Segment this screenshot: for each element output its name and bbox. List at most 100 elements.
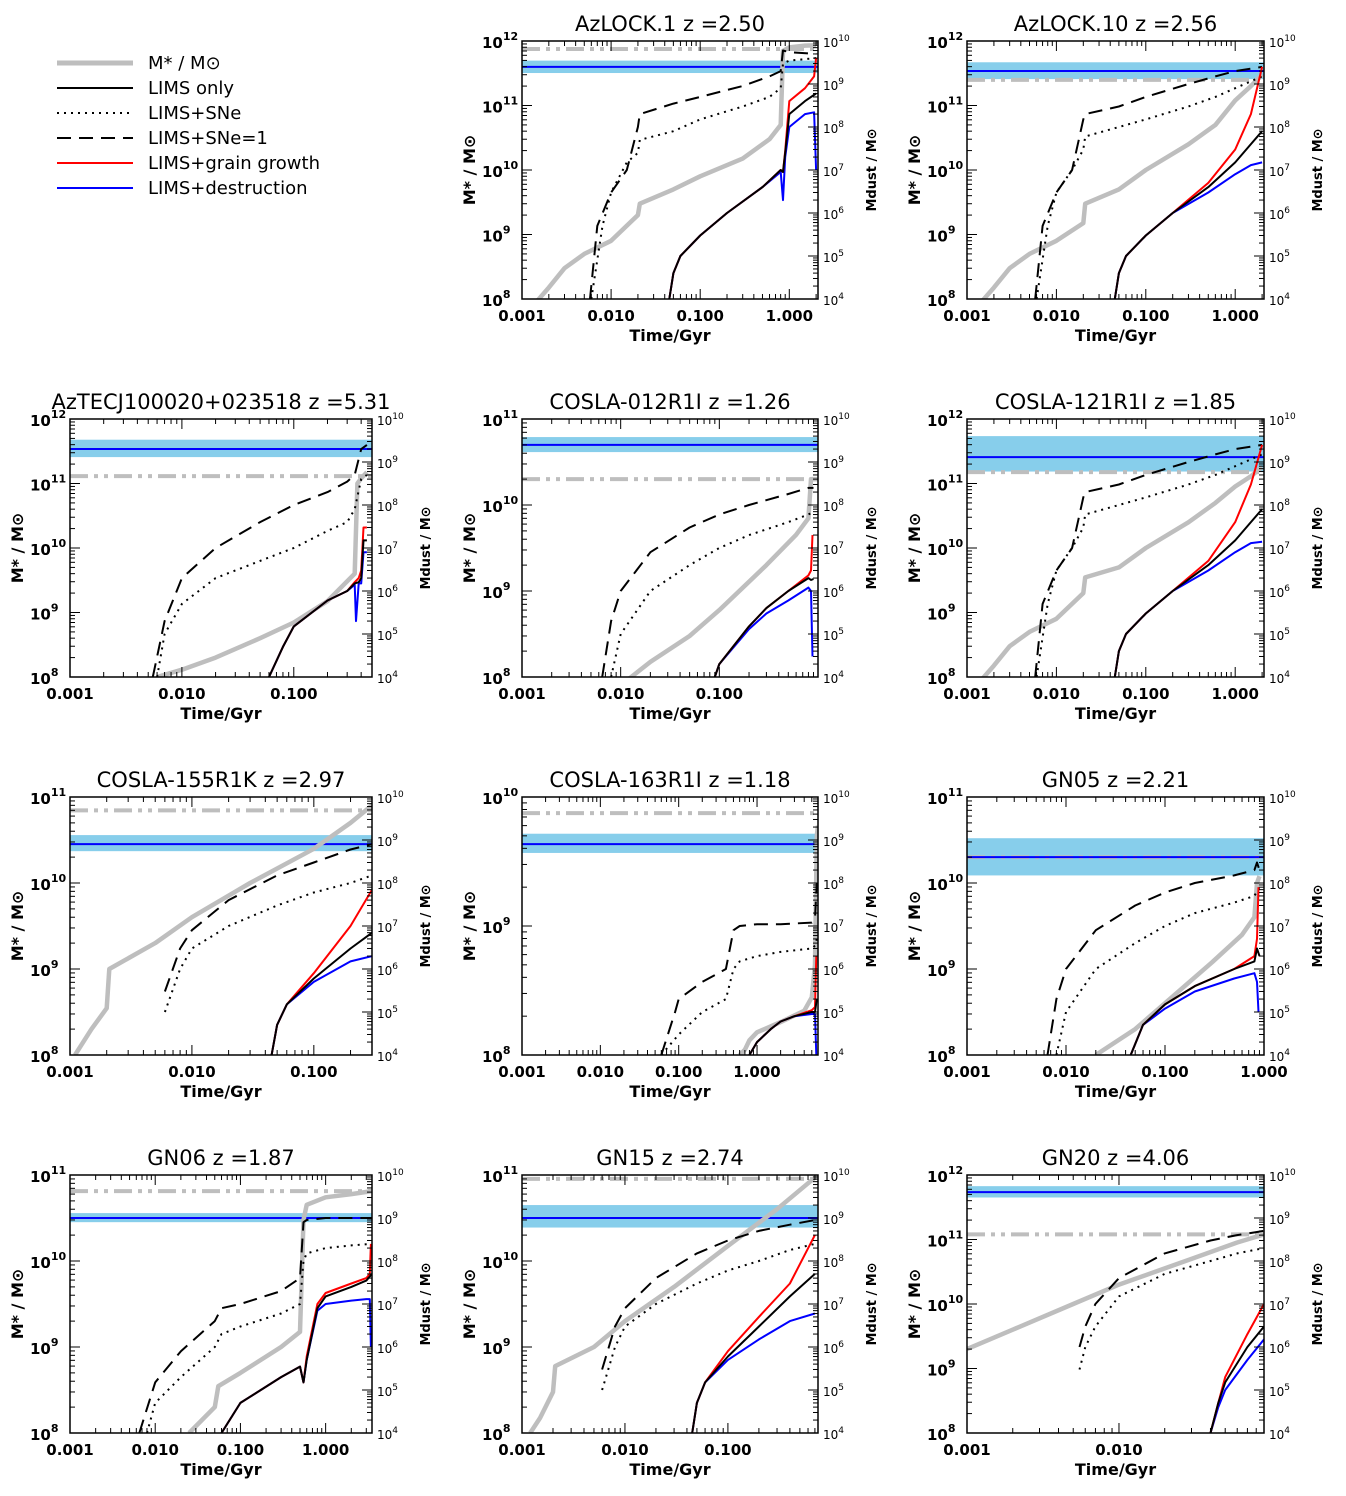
y-right-tick-exponent: 8 bbox=[392, 876, 398, 886]
y-left-tick-exponent: 10 bbox=[503, 1250, 519, 1263]
x-axis-label: Time/Gyr bbox=[1075, 1460, 1156, 1479]
series-grain bbox=[1113, 66, 1264, 299]
y-right-tick-exponent: 6 bbox=[1284, 206, 1290, 216]
x-tick-label: 0.001 bbox=[46, 1063, 93, 1081]
y-left-tick-exponent: 8 bbox=[948, 1422, 956, 1435]
y-right-tick-label: 105 bbox=[823, 249, 844, 265]
y-left-tick-exponent: 12 bbox=[503, 30, 518, 43]
legend: M* / M⊙ LIMS only LIMS+SNe LIMS+SNe=1 LIMS+g… bbox=[57, 53, 320, 199]
y-right-tick-exponent: 7 bbox=[838, 919, 844, 929]
y-right-tick-exponent: 9 bbox=[1284, 455, 1290, 465]
y-left-tick-exponent: 8 bbox=[948, 1044, 956, 1057]
series-sne bbox=[1035, 453, 1263, 677]
x-tick-label: 1.000 bbox=[733, 1063, 780, 1081]
y-right-tick-exponent: 4 bbox=[392, 1048, 398, 1058]
y-left-tick-label: 1011 bbox=[30, 1164, 66, 1186]
y-right-tick-label: 104 bbox=[1269, 1426, 1290, 1442]
x-tick-label: 0.100 bbox=[696, 685, 743, 703]
y-right-tick-label: 108 bbox=[377, 876, 398, 892]
y-right-tick-exponent: 10 bbox=[392, 1168, 404, 1178]
y-right-tick-exponent: 5 bbox=[1284, 1383, 1290, 1393]
y-right-tick-label: 109 bbox=[1269, 1211, 1290, 1227]
y-right-tick-label: 108 bbox=[823, 498, 844, 514]
y-right-tick-label: 104 bbox=[823, 1048, 844, 1064]
plot-area bbox=[967, 1186, 1264, 1433]
y-right-tick-label: 108 bbox=[1269, 1254, 1290, 1270]
y-right-axis-label: Mdust / M⊙ bbox=[865, 506, 880, 589]
y-left-tick-exponent: 11 bbox=[51, 1164, 66, 1177]
x-tick-label: 0.010 bbox=[1042, 1063, 1089, 1081]
y-right-tick-label: 105 bbox=[1269, 1383, 1290, 1399]
x-axis-label: Time/Gyr bbox=[180, 1460, 261, 1479]
observed-dust-band bbox=[967, 436, 1264, 472]
y-left-tick-exponent: 8 bbox=[51, 1422, 59, 1435]
y-right-tick-exponent: 7 bbox=[392, 541, 398, 551]
y-left-tick-exponent: 8 bbox=[503, 288, 511, 301]
y-right-tick-exponent: 8 bbox=[1284, 120, 1290, 130]
series-grain bbox=[220, 1243, 372, 1433]
series-sne1 bbox=[138, 1217, 372, 1433]
y-left-tick-label: 1010 bbox=[927, 537, 964, 559]
x-tick-label: 0.010 bbox=[577, 1063, 624, 1081]
y-right-tick-exponent: 10 bbox=[1284, 412, 1296, 422]
plot-area bbox=[70, 439, 372, 677]
plot-area bbox=[967, 62, 1264, 299]
y-left-tick-label: 1011 bbox=[927, 1229, 963, 1251]
y-left-tick-exponent: 8 bbox=[503, 1422, 511, 1435]
y-right-tick-label: 104 bbox=[1269, 670, 1290, 686]
y-right-tick-label: 107 bbox=[377, 541, 398, 557]
y-left-tick-label: 109 bbox=[30, 1336, 59, 1358]
y-left-tick-label: 109 bbox=[927, 1358, 956, 1380]
y-right-tick-exponent: 6 bbox=[1284, 584, 1290, 594]
x-axis-label: Time/Gyr bbox=[629, 704, 710, 723]
series-stellar bbox=[980, 73, 1264, 299]
y-right-tick-label: 108 bbox=[377, 1254, 398, 1270]
panel-title: GN05 z =2.21 bbox=[1042, 768, 1189, 792]
x-tick-label: 1.000 bbox=[1211, 307, 1258, 325]
y-right-tick-exponent: 10 bbox=[1284, 34, 1296, 44]
x-axis-label: Time/Gyr bbox=[629, 326, 710, 345]
panel-title: GN15 z =2.74 bbox=[596, 1146, 743, 1170]
y-right-tick-exponent: 6 bbox=[392, 584, 398, 594]
x-tick-label: 1.000 bbox=[1240, 1063, 1287, 1081]
panel-title: AzLOCK.1 z =2.50 bbox=[575, 12, 765, 36]
y-left-tick-label: 109 bbox=[482, 224, 511, 246]
y-right-tick-label: 105 bbox=[823, 627, 844, 643]
legend-label-sne1: LIMS+SNe=1 bbox=[148, 128, 268, 149]
series-destr bbox=[1113, 540, 1263, 677]
y-left-tick-exponent: 8 bbox=[51, 666, 59, 679]
y-right-tick-exponent: 8 bbox=[392, 498, 398, 508]
y-right-tick-label: 104 bbox=[823, 670, 844, 686]
y-left-tick-exponent: 11 bbox=[948, 95, 963, 108]
y-left-tick-label: 1011 bbox=[30, 786, 66, 808]
y-right-tick-exponent: 10 bbox=[1284, 1168, 1296, 1178]
y-left-tick-label: 1011 bbox=[482, 408, 518, 430]
y-right-tick-label: 1010 bbox=[1269, 1168, 1296, 1184]
y-right-axis-label: Mdust / M⊙ bbox=[1311, 1262, 1326, 1345]
y-left-tick-exponent: 9 bbox=[503, 1336, 511, 1349]
series-sne bbox=[601, 1242, 816, 1391]
y-left-tick-label: 1010 bbox=[30, 1250, 67, 1272]
y-right-tick-label: 108 bbox=[1269, 498, 1290, 514]
panel: 0.001 0.010 0.1001081091010101110410510610… bbox=[460, 1146, 880, 1479]
y-left-tick-label: 1011 bbox=[927, 786, 963, 808]
y-right-tick-label: 104 bbox=[377, 1426, 398, 1442]
y-right-tick-label: 109 bbox=[823, 77, 844, 93]
x-tick-label: 0.001 bbox=[943, 685, 990, 703]
x-tick-label: 0.010 bbox=[131, 1441, 178, 1459]
y-right-tick-exponent: 5 bbox=[392, 627, 398, 637]
y-right-tick-label: 105 bbox=[1269, 627, 1290, 643]
y-right-tick-exponent: 7 bbox=[1284, 541, 1290, 551]
y-right-axis-label: Mdust / M⊙ bbox=[1311, 884, 1326, 967]
series-sne1 bbox=[1034, 443, 1263, 677]
y-left-tick-exponent: 10 bbox=[51, 872, 67, 885]
y-right-tick-label: 107 bbox=[823, 541, 844, 557]
y-left-tick-label: 1012 bbox=[482, 30, 518, 52]
legend-label-sne: LIMS+SNe bbox=[148, 103, 241, 124]
y-left-tick-exponent: 10 bbox=[948, 159, 964, 172]
legend-label-stellar: M* / M⊙ bbox=[148, 53, 221, 74]
y-right-tick-label: 1010 bbox=[377, 790, 404, 806]
y-right-tick-label: 1010 bbox=[823, 1168, 850, 1184]
axes-frame bbox=[966, 796, 1265, 1056]
x-tick-label: 0.100 bbox=[676, 307, 723, 325]
